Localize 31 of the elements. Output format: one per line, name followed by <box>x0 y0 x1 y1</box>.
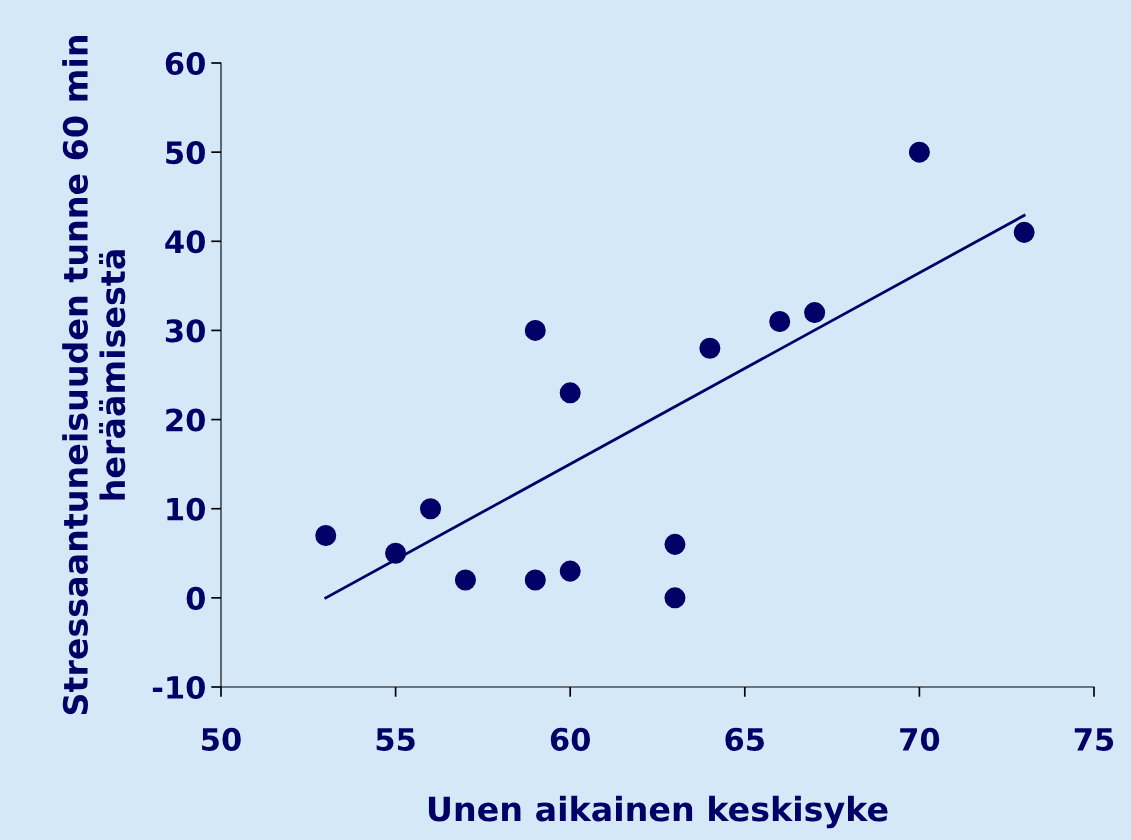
x-tick-label: 65 <box>725 727 764 751</box>
point <box>699 337 721 359</box>
point <box>664 533 686 555</box>
x-tick-label: 55 <box>376 728 415 751</box>
y-tick-label: 40 <box>165 230 205 254</box>
y-tick-label: 60 <box>165 51 205 76</box>
x-tick-label: 70 <box>900 727 940 751</box>
point <box>524 569 546 591</box>
x-axis-title: Unen aikainen keskisyke <box>428 795 888 829</box>
point <box>385 542 407 564</box>
point <box>420 498 442 520</box>
point <box>1013 221 1035 243</box>
x-tick-label: 50 <box>202 727 241 751</box>
point <box>769 310 791 333</box>
point <box>908 141 930 163</box>
point <box>315 524 337 546</box>
y-tick-label: 50 <box>166 141 205 165</box>
point <box>559 560 581 582</box>
point <box>524 319 546 341</box>
x-tick-label: 75 <box>1074 728 1114 751</box>
y-tick-label: 20 <box>166 408 205 432</box>
y-tick-label: 30 <box>165 319 205 343</box>
y-tick-label: 0 <box>186 586 205 610</box>
x-tick-label: 60 <box>550 727 590 751</box>
point <box>804 302 826 324</box>
point <box>454 569 476 591</box>
y-tick-label: 10 <box>167 497 205 521</box>
y-axis-title: Stressaantuneisuuden tunne 60 min heräämisestä <box>62 36 126 715</box>
y-tick-label: -10 <box>152 675 205 700</box>
point <box>559 382 581 404</box>
point <box>664 587 686 609</box>
